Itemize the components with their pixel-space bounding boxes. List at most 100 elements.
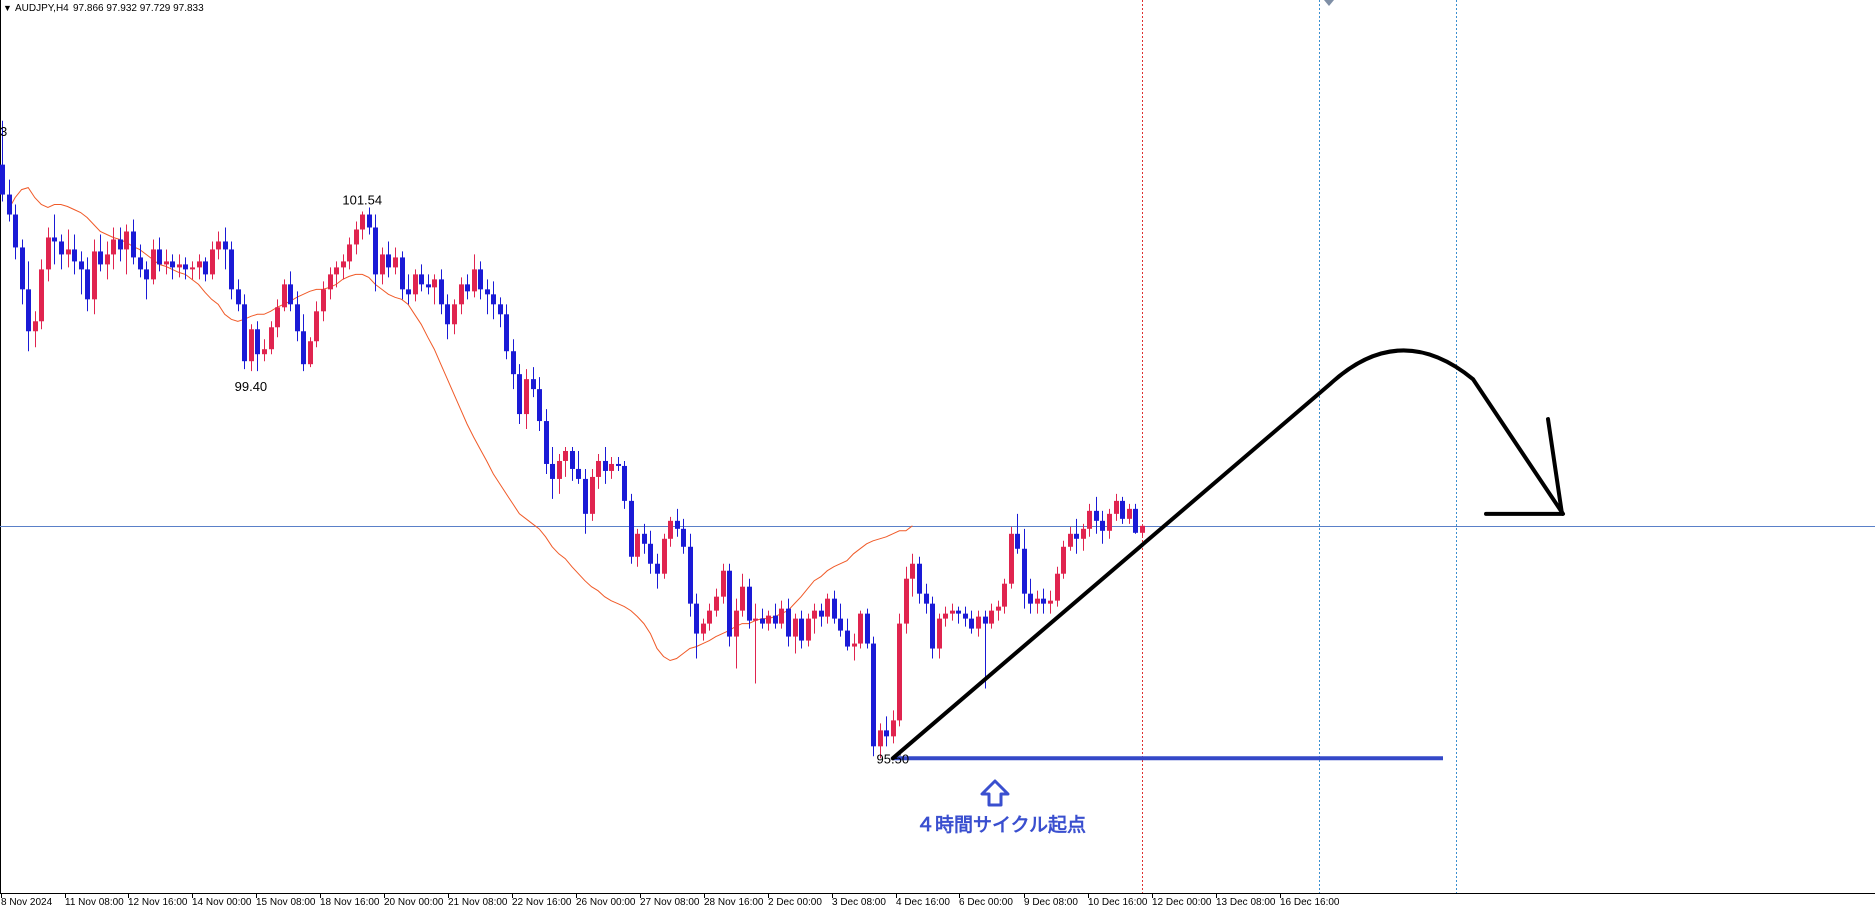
candle[interactable] (747, 578, 752, 629)
candle[interactable] (295, 291, 300, 342)
candle[interactable] (1022, 528, 1027, 609)
candle[interactable] (1107, 508, 1112, 539)
candle[interactable] (635, 528, 640, 567)
candle[interactable] (26, 261, 31, 352)
candle[interactable] (92, 239, 97, 315)
candle[interactable] (124, 224, 129, 275)
candle[interactable] (203, 257, 208, 282)
candle[interactable] (871, 636, 876, 757)
candle[interactable] (321, 281, 326, 322)
candle[interactable] (360, 211, 365, 240)
candle[interactable] (721, 563, 726, 604)
candle[interactable] (563, 446, 568, 477)
candle[interactable] (583, 468, 588, 534)
candle[interactable] (111, 227, 116, 270)
candle[interactable] (1048, 590, 1053, 614)
candle[interactable] (485, 279, 490, 315)
candle[interactable] (1133, 503, 1138, 534)
candle[interactable] (544, 409, 549, 474)
candle[interactable] (1120, 496, 1125, 524)
candle[interactable] (170, 254, 175, 280)
forecast-curve[interactable] (890, 348, 1565, 761)
candle[interactable] (52, 214, 57, 265)
candle[interactable] (1055, 566, 1060, 607)
candle[interactable] (308, 337, 313, 368)
candle[interactable] (576, 450, 581, 484)
candle[interactable] (517, 364, 522, 425)
candle[interactable] (897, 613, 902, 727)
candle[interactable] (806, 613, 811, 647)
candle[interactable] (930, 596, 935, 659)
candle[interactable] (1028, 578, 1033, 614)
candle[interactable] (445, 294, 450, 340)
candle[interactable] (550, 446, 555, 499)
candle[interactable] (1140, 524, 1145, 537)
candle[interactable] (963, 606, 968, 627)
candle[interactable] (1068, 526, 1073, 551)
candle[interactable] (419, 264, 424, 292)
candle[interactable] (950, 603, 955, 621)
candle[interactable] (779, 600, 784, 629)
candle[interactable] (622, 460, 627, 509)
candle[interactable] (249, 324, 254, 372)
candle[interactable] (229, 241, 234, 300)
candle[interactable] (609, 456, 614, 479)
candle[interactable] (7, 179, 12, 222)
candle[interactable] (557, 453, 562, 494)
candle[interactable] (85, 257, 90, 312)
candle[interactable] (138, 244, 143, 278)
candle[interactable] (1041, 588, 1046, 614)
candle[interactable] (328, 267, 333, 300)
candle[interactable] (157, 237, 162, 272)
candle[interactable] (891, 710, 896, 744)
candle[interactable] (766, 610, 771, 631)
candle[interactable] (570, 446, 575, 481)
candle[interactable] (865, 608, 870, 649)
candle[interactable] (989, 603, 994, 629)
candle[interactable] (66, 229, 71, 268)
candle[interactable] (1002, 578, 1007, 614)
candle[interactable] (0, 120, 5, 202)
candle[interactable] (262, 339, 267, 362)
candle[interactable] (590, 468, 595, 521)
candle[interactable] (1087, 503, 1092, 537)
candle[interactable] (734, 598, 739, 669)
candle[interactable] (910, 553, 915, 597)
candle[interactable] (753, 603, 758, 684)
candle[interactable] (210, 241, 215, 280)
candle[interactable] (472, 254, 477, 298)
candle[interactable] (983, 610, 988, 689)
candle[interactable] (105, 241, 110, 280)
candle[interactable] (380, 247, 385, 285)
candle[interactable] (524, 369, 529, 430)
candle[interactable] (269, 321, 274, 355)
candle[interactable] (334, 261, 339, 288)
candle[interactable] (675, 508, 680, 537)
candle[interactable] (354, 221, 359, 255)
candle[interactable] (13, 204, 18, 260)
candle[interactable] (812, 603, 817, 634)
candle[interactable] (786, 598, 791, 647)
candle[interactable] (714, 588, 719, 617)
candle[interactable] (164, 249, 169, 275)
candle[interactable] (1127, 503, 1132, 524)
candle[interactable] (996, 600, 1001, 621)
candle[interactable] (314, 301, 319, 348)
candle[interactable] (1009, 526, 1014, 589)
candle[interactable] (531, 367, 536, 398)
candle[interactable] (288, 271, 293, 312)
candle[interactable] (98, 234, 103, 272)
candle[interactable] (46, 227, 51, 282)
candle[interactable] (491, 281, 496, 320)
candle[interactable] (478, 261, 483, 300)
candle[interactable] (976, 610, 981, 637)
candle[interactable] (151, 239, 156, 285)
candle[interactable] (825, 593, 830, 624)
candle[interactable] (694, 593, 699, 659)
candle[interactable] (838, 603, 843, 637)
candle[interactable] (760, 608, 765, 629)
candle[interactable] (1114, 493, 1119, 521)
candle[interactable] (216, 231, 221, 260)
candle[interactable] (413, 269, 418, 302)
candle[interactable] (904, 566, 909, 634)
